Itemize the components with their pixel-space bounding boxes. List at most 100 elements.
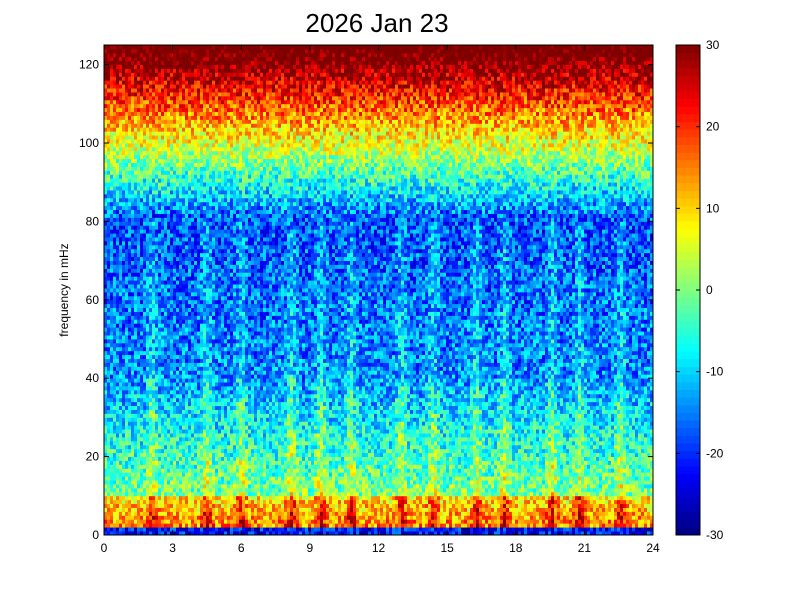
heatmap-cell xyxy=(119,52,123,58)
heatmap-cell xyxy=(128,190,132,195)
heatmap-cell xyxy=(209,221,213,226)
heatmap-cell xyxy=(155,303,159,309)
heatmap-cell xyxy=(179,409,183,414)
heatmap-cell xyxy=(191,193,195,199)
heatmap-cell xyxy=(107,131,111,136)
heatmap-cell xyxy=(161,119,165,124)
heatmap-cell xyxy=(164,448,168,454)
heatmap-cell xyxy=(164,119,168,124)
heatmap-cell xyxy=(152,217,156,222)
heatmap-cell xyxy=(161,484,165,489)
heatmap-cell xyxy=(131,146,135,152)
heatmap-cell xyxy=(191,272,195,277)
heatmap-cell xyxy=(218,319,222,324)
heatmap-cell xyxy=(155,464,159,469)
heatmap-cell xyxy=(137,291,141,297)
heatmap-cell xyxy=(188,468,192,473)
heatmap-cell xyxy=(194,335,198,340)
heatmap-cell xyxy=(128,472,132,477)
heatmap-cell xyxy=(179,417,183,422)
heatmap-cell xyxy=(194,382,198,387)
heatmap-cell xyxy=(158,123,162,128)
heatmap-cell xyxy=(179,362,183,367)
heatmap-cell xyxy=(203,205,207,211)
heatmap-cell xyxy=(104,107,108,113)
heatmap-cell xyxy=(149,197,153,203)
heatmap-cell xyxy=(113,260,117,265)
heatmap-cell xyxy=(215,327,219,332)
heatmap-cell xyxy=(215,209,219,214)
heatmap-cell xyxy=(149,268,153,273)
heatmap-cell xyxy=(215,299,219,305)
heatmap-cell xyxy=(137,272,141,277)
heatmap-cell xyxy=(143,107,147,113)
heatmap-cell xyxy=(155,56,159,62)
heatmap-cell xyxy=(212,303,216,309)
heatmap-cell xyxy=(191,382,195,387)
heatmap-cell xyxy=(206,95,210,101)
heatmap-cell xyxy=(209,166,213,171)
heatmap-cell xyxy=(194,178,198,183)
heatmap-cell xyxy=(158,487,162,493)
heatmap-cell xyxy=(140,284,144,289)
heatmap-cell xyxy=(212,197,216,203)
heatmap-cell xyxy=(131,52,135,58)
heatmap-cell xyxy=(143,409,147,414)
heatmap-cell xyxy=(182,150,186,156)
heatmap-cell xyxy=(137,433,141,438)
heatmap-cell xyxy=(203,311,207,316)
heatmap-cell xyxy=(173,319,177,324)
heatmap-cell xyxy=(137,476,141,481)
heatmap-cell xyxy=(149,452,153,457)
heatmap-cell xyxy=(158,256,162,261)
heatmap-cell xyxy=(182,429,186,434)
heatmap-cell xyxy=(143,358,147,363)
heatmap-cell xyxy=(161,268,165,273)
heatmap-cell xyxy=(188,288,192,293)
heatmap-cell xyxy=(170,468,174,473)
heatmap-cell xyxy=(131,499,135,505)
heatmap-cell xyxy=(125,48,129,54)
heatmap-cell xyxy=(179,386,183,391)
heatmap-cell xyxy=(104,56,108,62)
heatmap-cell xyxy=(158,323,162,328)
heatmap-cell xyxy=(158,221,162,226)
heatmap-cell xyxy=(140,339,144,344)
heatmap-cell xyxy=(215,197,219,203)
heatmap-cell xyxy=(179,499,183,505)
heatmap-cell xyxy=(215,182,219,187)
heatmap-cell xyxy=(218,64,222,69)
heatmap-cell xyxy=(164,56,168,62)
heatmap-cell xyxy=(191,491,195,497)
heatmap-cell xyxy=(143,354,147,359)
heatmap-cell xyxy=(140,131,144,136)
heatmap-cell xyxy=(194,143,198,148)
heatmap-cell xyxy=(212,248,216,254)
heatmap-cell xyxy=(134,362,138,367)
heatmap-cell xyxy=(179,272,183,277)
heatmap-cell xyxy=(110,284,114,289)
heatmap-cell xyxy=(203,272,207,277)
heatmap-cell xyxy=(113,276,117,281)
heatmap-cell xyxy=(140,76,144,81)
heatmap-cell xyxy=(176,264,180,269)
heatmap-cell xyxy=(176,56,180,62)
heatmap-cell xyxy=(194,515,198,520)
heatmap-cell xyxy=(113,303,117,309)
heatmap-cell xyxy=(152,276,156,281)
heatmap-cell xyxy=(137,276,141,281)
heatmap-cell xyxy=(110,440,114,446)
heatmap-cell xyxy=(143,201,147,207)
heatmap-cell xyxy=(197,519,201,524)
heatmap-cell xyxy=(158,374,162,379)
heatmap-cell xyxy=(179,342,183,348)
heatmap-cell xyxy=(125,346,129,352)
heatmap-cell xyxy=(200,166,204,171)
heatmap-cell xyxy=(131,515,135,520)
heatmap-cell xyxy=(104,264,108,269)
heatmap-cell xyxy=(200,146,204,152)
heatmap-cell xyxy=(119,241,123,246)
heatmap-cell xyxy=(173,484,177,489)
heatmap-cell xyxy=(197,48,201,54)
heatmap-cell xyxy=(149,299,153,305)
